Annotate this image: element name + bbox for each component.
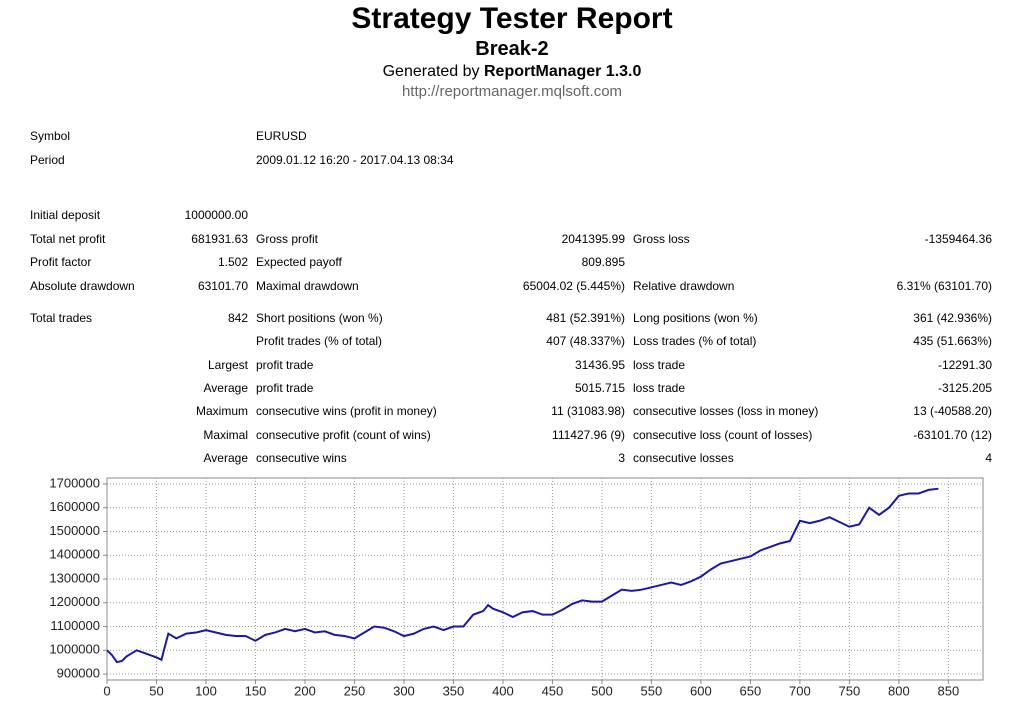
- stat-value: 3: [618, 450, 625, 465]
- stat-value: 1000000.00: [184, 208, 248, 222]
- stat-label: profit trade: [256, 357, 314, 372]
- generator: ReportManager 1.3.0: [484, 63, 642, 80]
- y-tick-label: 1700000: [49, 475, 100, 490]
- x-tick-label: 800: [888, 683, 910, 698]
- x-tick-label: 50: [149, 683, 163, 698]
- stat-label: Gross loss: [633, 231, 690, 246]
- stat-label: consecutive profit (count of wins): [256, 427, 431, 442]
- stat-label: Total trades: [30, 311, 93, 325]
- x-tick-label: 300: [393, 683, 415, 698]
- stat-value: 407 (48.337%): [546, 334, 625, 349]
- stat-value: -1359464.36: [924, 231, 992, 246]
- x-tick-label: 600: [690, 683, 712, 698]
- stat-label: Profit trades (% of total): [256, 334, 383, 349]
- stat-value: 435 (51.663%): [913, 334, 992, 349]
- x-tick-label: 550: [641, 683, 663, 698]
- stat-value: Average: [203, 380, 248, 395]
- stat-value: 111427.96 (9): [552, 427, 625, 442]
- stat-label: Absolute drawdown: [30, 278, 135, 293]
- balance-line: [106, 487, 939, 664]
- stat-value: 5015.715: [574, 380, 625, 395]
- stat-value: 11 (31083.98): [551, 404, 625, 419]
- stat-label: Profit factor: [30, 255, 92, 270]
- url: http://reportmanager.mqlsoft.com: [401, 83, 623, 100]
- stat-value: Average: [203, 450, 248, 465]
- info-label: Symbol: [30, 129, 71, 143]
- x-tick-label: 0: [103, 683, 110, 698]
- stat-label: consecutive losses (loss in money): [633, 404, 819, 419]
- stat-label: Maximal drawdown: [256, 278, 359, 293]
- y-tick-label: 1500000: [49, 523, 100, 538]
- stat-value: 4: [985, 450, 992, 465]
- stat-value: 31436.95: [574, 357, 625, 372]
- x-tick-label: 650: [740, 683, 762, 698]
- stat-value: 481 (52.391%): [546, 311, 625, 325]
- y-tick-label: 1400000: [49, 547, 100, 562]
- x-tick-label: 200: [294, 683, 316, 698]
- stat-label: Loss trades (% of total): [633, 334, 757, 349]
- generated-by: Generated by ReportManager 1.3.0: [0, 63, 1024, 81]
- stat-label: consecutive losses: [633, 450, 734, 465]
- x-tick-label: 450: [542, 683, 564, 698]
- x-tick-label: 250: [344, 683, 366, 698]
- y-tick-label: 900000: [57, 665, 100, 680]
- x-tick-label: 100: [195, 683, 217, 698]
- stat-label: profit trade: [256, 380, 314, 395]
- stat-value: -12291.30: [937, 357, 992, 372]
- stat-label: loss trade: [633, 380, 686, 395]
- x-tick-label: 750: [839, 683, 861, 698]
- stat-label: Relative drawdown: [633, 278, 735, 293]
- x-tick-label: 700: [789, 683, 811, 698]
- report-title: Strategy Tester Report: [351, 2, 673, 35]
- info-value: EURUSD: [256, 129, 307, 143]
- stat-value: 842: [227, 311, 248, 325]
- x-tick-label: 850: [938, 683, 960, 698]
- stat-value: 2041395.99: [561, 231, 625, 246]
- stat-value: Maximum: [195, 404, 248, 419]
- stat-label: Short positions (won %): [256, 311, 383, 325]
- chart: 900000 1000000 1100000 1200000 1300000 140000…: [49, 475, 984, 698]
- stat-value: -3125.205: [937, 380, 992, 395]
- x-tick-label: 350: [443, 683, 465, 698]
- stat-label: Long positions (won %): [633, 311, 758, 325]
- stat-label: Initial deposit: [30, 208, 101, 222]
- stat-value: 13 (-40588.20): [913, 404, 992, 419]
- info-label: Period: [30, 152, 65, 167]
- stat-value: 809.895: [581, 255, 625, 270]
- stat-value: Largest: [207, 357, 248, 372]
- stat-value: -63101.70 (12): [913, 427, 992, 442]
- stat-label: consecutive loss (count of losses): [633, 427, 813, 442]
- stat-value: 681931.63: [191, 231, 248, 246]
- stat-label: Gross profit: [256, 231, 319, 246]
- y-tick-label: 1100000: [50, 618, 100, 633]
- stat-label: consecutive wins (profit in money): [256, 404, 437, 419]
- stat-value: 6.31% (63101.70): [896, 278, 992, 293]
- report-subtitle: Break-2: [475, 38, 549, 60]
- stat-value: 1.502: [217, 255, 248, 270]
- stat-value: 63101.70: [197, 278, 248, 293]
- y-tick-label: 1600000: [49, 499, 100, 514]
- x-tick-label: 400: [492, 683, 514, 698]
- x-tick-label: 150: [245, 683, 267, 698]
- stat-label: loss trade: [633, 357, 686, 372]
- info-value: 2009.01.12 16:20 - 2017.04.13 08:34: [256, 152, 454, 167]
- generated-prefix: Generated by: [382, 63, 480, 80]
- x-tick-label: 500: [591, 683, 613, 698]
- y-tick-label: 1300000: [49, 570, 100, 585]
- stat-label: consecutive wins: [256, 450, 347, 465]
- stat-value: 361 (42.936%): [913, 311, 992, 325]
- stat-value: Maximal: [203, 427, 248, 442]
- y-tick-label: 1200000: [49, 594, 100, 609]
- stat-label: Expected payoff: [256, 255, 342, 270]
- stat-label: Total net profit: [30, 231, 106, 246]
- stat-value: 65004.02 (5.445%): [522, 278, 625, 293]
- y-tick-label: 1000000: [49, 642, 100, 657]
